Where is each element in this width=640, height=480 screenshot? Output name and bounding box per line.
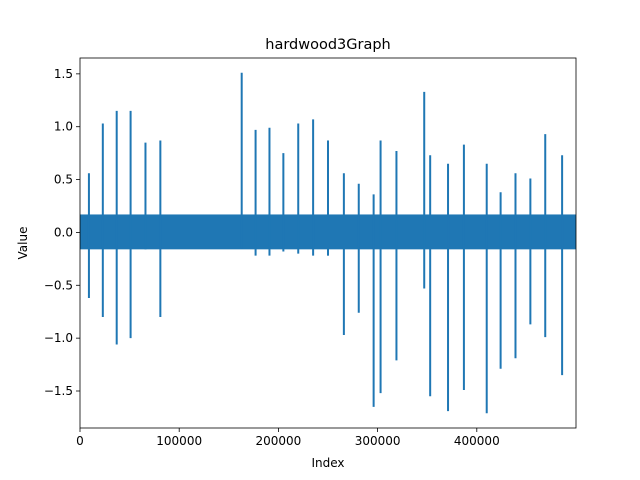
x-tick-label: 200000 bbox=[255, 434, 301, 448]
y-tick-label: −1.0 bbox=[44, 331, 73, 345]
y-tick-label: 0.0 bbox=[54, 225, 73, 239]
x-tick-label: 0 bbox=[76, 434, 84, 448]
x-axis-label: Index bbox=[311, 456, 344, 470]
y-tick-label: 1.0 bbox=[54, 120, 73, 134]
y-axis-label: Value bbox=[16, 227, 30, 260]
x-tick-label: 300000 bbox=[355, 434, 401, 448]
y-axis: −1.5 −1.0 −0.5 0.0 0.5 1.0 1.5 bbox=[44, 67, 80, 398]
series-line bbox=[80, 72, 576, 414]
x-tick-label: 400000 bbox=[454, 434, 500, 448]
y-tick-label: −0.5 bbox=[44, 278, 73, 292]
plot-frame bbox=[79, 57, 577, 429]
x-axis: 0 100000 200000 300000 400000 bbox=[76, 428, 500, 448]
chart-title: hardwood3Graph bbox=[265, 37, 391, 53]
y-tick-label: 1.5 bbox=[54, 67, 73, 81]
y-tick-label: −1.5 bbox=[44, 384, 73, 398]
x-tick-label: 100000 bbox=[156, 434, 202, 448]
y-tick-label: 0.5 bbox=[54, 173, 73, 187]
